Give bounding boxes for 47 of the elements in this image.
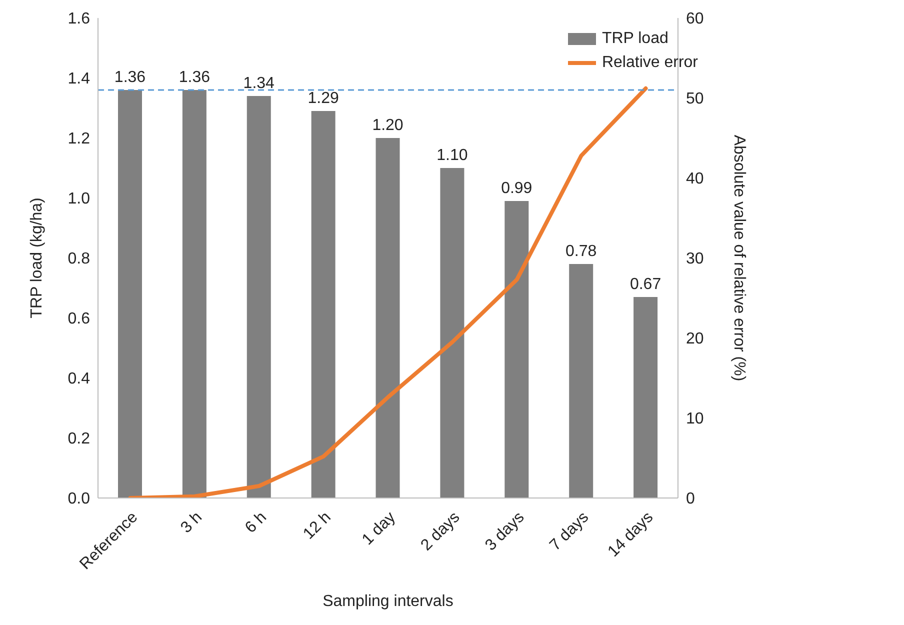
data-label: 1.10 (436, 147, 468, 164)
x-tick-label: 2 days (418, 508, 464, 554)
y2-tick-label: 10 (686, 410, 704, 428)
y2-tick-label: 50 (686, 90, 704, 108)
x-tick-label: 12 h (300, 508, 334, 543)
y2-tick-label: 40 (686, 170, 704, 188)
y-tick-label: 1.4 (68, 70, 90, 88)
y2-tick-label: 0 (686, 490, 695, 508)
y-tick-label: 1.6 (68, 10, 90, 28)
x-tick-label: 7 days (546, 508, 592, 554)
data-label: 1.36 (178, 69, 210, 86)
data-label: 1.20 (372, 117, 404, 134)
x-tick-label: 3 days (482, 508, 528, 554)
data-label: 0.99 (501, 180, 532, 197)
bar (504, 201, 529, 498)
y-tick-label: 0.4 (68, 370, 90, 388)
y-tick-label: 0.0 (68, 490, 90, 508)
data-label: 0.78 (566, 243, 597, 260)
bar (311, 111, 336, 498)
x-tick-label: 3 h (178, 508, 206, 537)
y-tick-label: 1.0 (68, 190, 90, 208)
bar (569, 264, 594, 498)
bar (376, 138, 400, 498)
x-axis-title: Sampling intervals (322, 593, 454, 610)
y2-axis-title: Absolute value of relative error (%) (730, 134, 748, 382)
y-tick-label: 1.2 (68, 130, 90, 148)
data-label: 0.67 (630, 276, 662, 293)
data-label: 1.29 (308, 90, 339, 107)
y-tick-label: 0.8 (68, 250, 90, 268)
bar (118, 90, 142, 498)
y-tick-label: 0.6 (68, 310, 90, 328)
bar (634, 297, 658, 498)
y2-tick-label: 30 (686, 250, 704, 268)
x-tick-label: 6 h (242, 508, 270, 537)
y-axis-title: TRP load (kg/ha) (28, 198, 46, 318)
y2-tick-label: 60 (686, 10, 704, 28)
bar (246, 96, 271, 498)
y-tick-label: 0.2 (68, 430, 90, 448)
legend-label: Relative error (602, 54, 698, 72)
x-tick-label: 14 days (604, 508, 657, 560)
y2-tick-label: 20 (686, 330, 704, 348)
bar (182, 90, 206, 498)
data-label: 1.36 (114, 69, 146, 86)
x-tick-label: 1 day (359, 508, 399, 549)
data-label: 1.34 (243, 75, 275, 92)
bar (440, 168, 464, 498)
legend-label: TRP load (602, 30, 668, 48)
